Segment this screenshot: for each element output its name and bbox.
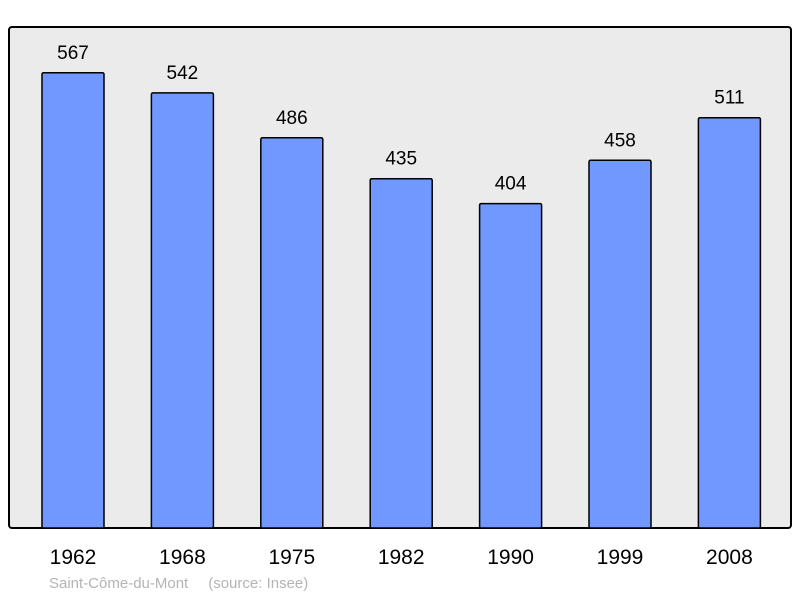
- x-tick-label-1962: 1962: [50, 546, 97, 569]
- bar-1999: [588, 159, 652, 529]
- bar-1962: [41, 72, 105, 529]
- bar-1975: [260, 137, 324, 529]
- x-tick-label-1999: 1999: [597, 546, 644, 569]
- data-label-1990: 404: [495, 174, 527, 195]
- footer-source: (source: Insee): [208, 575, 309, 592]
- bar-1968: [150, 92, 215, 529]
- data-label-1982: 435: [385, 149, 417, 170]
- data-label-1975: 486: [276, 108, 308, 129]
- data-label-1962: 567: [57, 43, 89, 64]
- bar-1982: [369, 177, 433, 529]
- bar-1990: [478, 202, 543, 529]
- data-label-2008: 511: [714, 88, 744, 109]
- footer-place: Saint-Côme-du-Mont: [49, 575, 189, 592]
- x-tick-label-1982: 1982: [378, 546, 425, 569]
- x-tick-label-2008: 2008: [706, 546, 753, 569]
- data-label-1968: 542: [167, 63, 199, 84]
- bar-2008: [697, 116, 762, 529]
- x-tick-label-1990: 1990: [487, 546, 534, 569]
- x-tick-label-1975: 1975: [268, 546, 315, 569]
- x-tick-label-1968: 1968: [159, 546, 206, 569]
- footer: Saint-Côme-du-Mont (source: Insee): [49, 575, 308, 592]
- data-label-1999: 458: [604, 130, 636, 151]
